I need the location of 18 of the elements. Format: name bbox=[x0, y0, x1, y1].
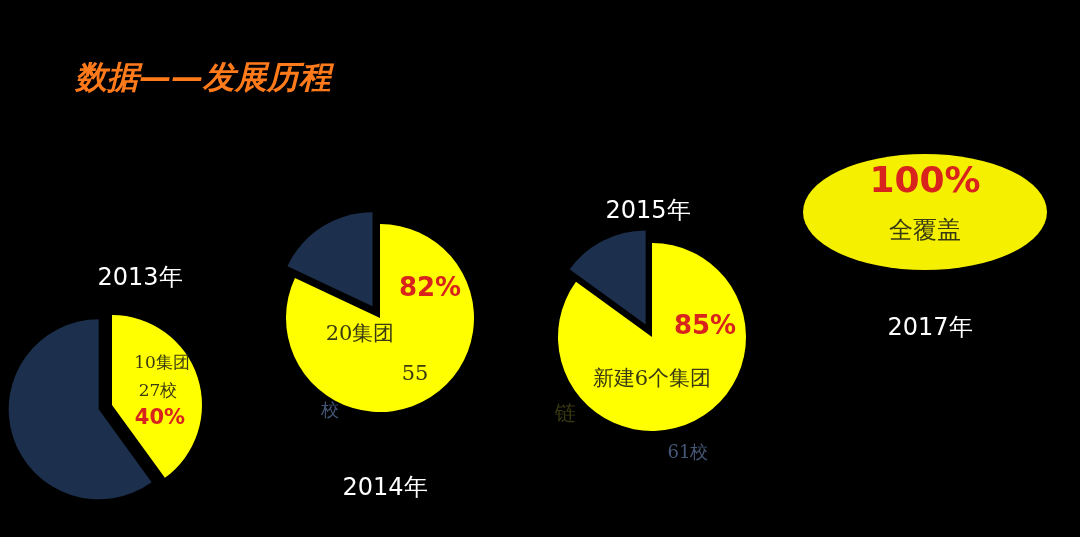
text: 27校 bbox=[138, 380, 178, 400]
chart-title: 2015年 bbox=[605, 196, 691, 224]
text: 61校 bbox=[667, 441, 709, 462]
text: 新建6个集团 bbox=[592, 366, 712, 390]
text: 链 bbox=[553, 401, 576, 425]
data-label: 85% bbox=[673, 310, 737, 340]
text: 数据——发展历程 bbox=[74, 58, 335, 96]
text: 2014年 bbox=[342, 473, 428, 501]
text: 20集团 bbox=[325, 321, 395, 345]
data-label: 82% bbox=[398, 272, 462, 302]
text: 55 bbox=[401, 361, 429, 385]
data-label: 100% bbox=[869, 159, 981, 200]
text: 10集团 bbox=[134, 352, 190, 372]
text: 校 bbox=[320, 399, 339, 420]
text: 2017年 bbox=[887, 313, 973, 341]
data-label: 40% bbox=[134, 405, 186, 429]
chart-title: 2013年 bbox=[97, 263, 183, 291]
text: 全覆盖 bbox=[889, 216, 961, 244]
